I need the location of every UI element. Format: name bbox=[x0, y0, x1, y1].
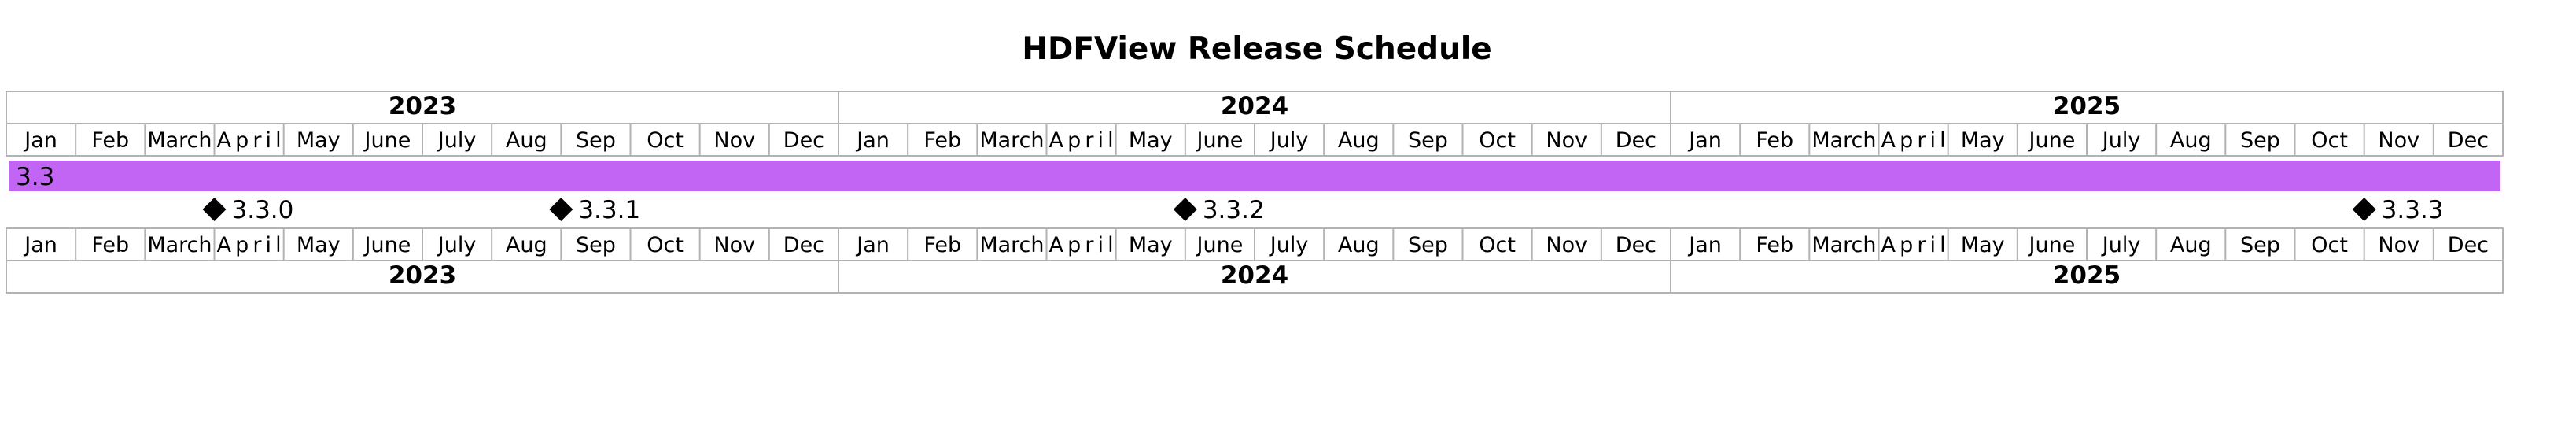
month-label: June bbox=[1196, 233, 1244, 257]
month-label: July bbox=[2101, 233, 2141, 257]
milestone-diamond-icon bbox=[549, 198, 573, 221]
month-label: Nov bbox=[713, 128, 755, 153]
month-label: June bbox=[363, 233, 411, 257]
month-label: Feb bbox=[923, 233, 961, 257]
milestone-diamond-icon bbox=[2352, 198, 2376, 221]
month-label: Dec bbox=[783, 128, 824, 153]
milestone-diamond-icon bbox=[202, 198, 227, 221]
year-label: 2024 bbox=[1221, 261, 1288, 290]
month-label: Feb bbox=[923, 128, 961, 153]
month-label: Nov bbox=[1546, 233, 1587, 257]
bottom-month-header: Jan Feb March April May June July Aug Sep Oct Nov D… bbox=[6, 227, 2504, 261]
month-label: Feb bbox=[91, 128, 129, 153]
month-label: June bbox=[1196, 128, 1244, 153]
year-label: 2023 bbox=[389, 92, 456, 120]
month-label: Jan bbox=[23, 128, 57, 153]
year-row-frame bbox=[6, 260, 2504, 294]
month-label: Dec bbox=[1616, 128, 1657, 153]
month-label: April bbox=[217, 233, 282, 257]
month-label: May bbox=[1961, 128, 2005, 153]
month-label: July bbox=[1269, 233, 1309, 257]
milestone-row: 3.3.0 3.3.1 3.3.2 3.3.3 bbox=[202, 196, 2444, 224]
month-label: Aug bbox=[506, 233, 547, 257]
month-label: June bbox=[2028, 233, 2076, 257]
month-label: March bbox=[979, 233, 1044, 257]
month-label: Oct bbox=[2311, 128, 2348, 153]
month-label: Dec bbox=[2448, 233, 2489, 257]
month-label: Aug bbox=[2170, 128, 2212, 153]
milestone-label: 3.3.3 bbox=[2382, 196, 2444, 224]
month-label: Sep bbox=[1408, 233, 1448, 257]
month-label: May bbox=[1961, 233, 2005, 257]
top-month-header: Jan Feb March April May June July Aug Sep Oct Nov D… bbox=[6, 123, 2504, 157]
month-label: July bbox=[437, 233, 477, 257]
month-label: Aug bbox=[1338, 128, 1380, 153]
milestone-label: 3.3.0 bbox=[232, 196, 294, 224]
top-year-header: 2023 2024 2025 bbox=[6, 91, 2504, 124]
month-label: March bbox=[147, 233, 212, 257]
month-label: Sep bbox=[2240, 233, 2280, 257]
milestone-diamond-icon bbox=[1173, 198, 1197, 221]
month-label: May bbox=[1129, 128, 1173, 153]
month-label: Jan bbox=[23, 233, 57, 257]
month-label: July bbox=[437, 128, 477, 153]
month-label: Feb bbox=[91, 233, 129, 257]
month-label: March bbox=[1811, 128, 1876, 153]
month-label: April bbox=[1881, 233, 1946, 257]
month-label: Dec bbox=[1616, 233, 1657, 257]
month-label: March bbox=[979, 128, 1044, 153]
month-label: April bbox=[1049, 233, 1114, 257]
month-label: April bbox=[1881, 128, 1946, 153]
chart-title: HDFView Release Schedule bbox=[1022, 31, 1491, 67]
milestone-label: 3.3.1 bbox=[578, 196, 640, 224]
month-label: Oct bbox=[1479, 233, 1516, 257]
year-label: 2023 bbox=[389, 261, 456, 290]
month-label: Aug bbox=[1338, 233, 1380, 257]
month-label: Feb bbox=[1756, 128, 1793, 153]
month-label: June bbox=[2028, 128, 2076, 153]
month-label: May bbox=[297, 128, 341, 153]
month-label: Oct bbox=[2311, 233, 2348, 257]
month-label: Oct bbox=[1479, 128, 1516, 153]
release-bar-label: 3.3 bbox=[16, 163, 54, 191]
month-label: April bbox=[1049, 128, 1114, 153]
milestone-label: 3.3.2 bbox=[1203, 196, 1265, 224]
month-label: March bbox=[1811, 233, 1876, 257]
release-bars: 3.3 bbox=[9, 161, 2500, 191]
month-label: March bbox=[147, 128, 212, 153]
month-label: Dec bbox=[2448, 128, 2489, 153]
year-label: 2025 bbox=[2053, 261, 2121, 290]
month-label: Jan bbox=[855, 233, 890, 257]
month-label: Aug bbox=[506, 128, 547, 153]
month-label: Oct bbox=[647, 128, 684, 153]
month-label: Feb bbox=[1756, 233, 1793, 257]
release-bar-3-3 bbox=[9, 161, 2500, 191]
month-label: July bbox=[2101, 128, 2141, 153]
month-label: Aug bbox=[2170, 233, 2212, 257]
month-label: Jan bbox=[1687, 233, 1722, 257]
month-label: July bbox=[1269, 128, 1309, 153]
year-label: 2025 bbox=[2053, 92, 2121, 120]
month-label: Sep bbox=[1408, 128, 1448, 153]
month-label: May bbox=[1129, 233, 1173, 257]
month-label: Nov bbox=[1546, 128, 1587, 153]
month-label: Jan bbox=[855, 128, 890, 153]
month-label: Nov bbox=[713, 233, 755, 257]
month-label: Sep bbox=[2240, 128, 2280, 153]
month-label: Sep bbox=[576, 233, 616, 257]
month-label: April bbox=[217, 128, 282, 153]
bottom-year-header: 2023 2024 2025 bbox=[6, 260, 2504, 294]
month-label: June bbox=[363, 128, 411, 153]
month-label: May bbox=[297, 233, 341, 257]
month-label: Sep bbox=[576, 128, 616, 153]
month-label: Oct bbox=[647, 233, 684, 257]
month-label: Nov bbox=[2378, 233, 2419, 257]
month-label: Nov bbox=[2378, 128, 2419, 153]
month-label: Dec bbox=[783, 233, 824, 257]
year-label: 2024 bbox=[1221, 92, 1288, 120]
month-label: Jan bbox=[1687, 128, 1722, 153]
